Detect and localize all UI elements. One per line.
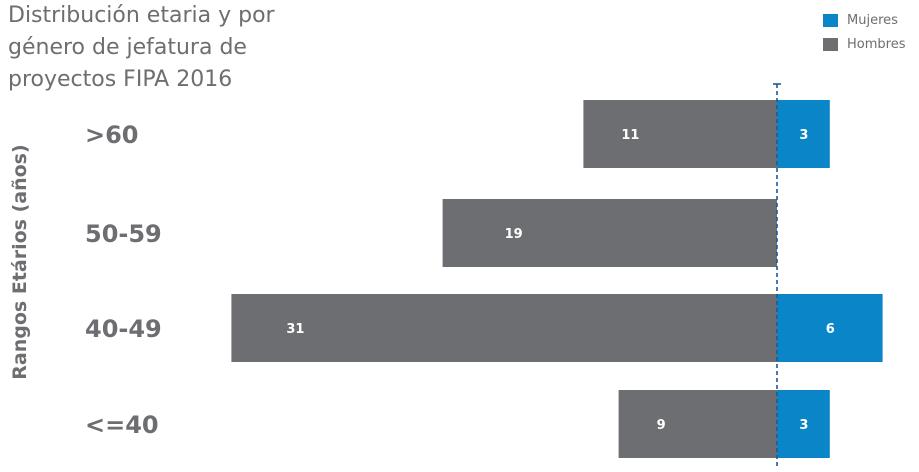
- legend-swatch-hombres: [823, 37, 838, 51]
- legend: Mujeres Hombres: [823, 8, 905, 56]
- title-line-1: Distribución etaria y por: [8, 3, 275, 28]
- bar-hombres-40-49: [231, 294, 777, 362]
- data-label-mujeres-40: 3: [799, 418, 808, 433]
- data-label-mujeres-40-49: 6: [826, 322, 835, 337]
- bar-hombres-60: [583, 100, 777, 168]
- bar-mujeres-60: [777, 100, 830, 168]
- bar-hombres-50-59: [442, 199, 777, 267]
- title-line-2: género de jefatura de: [8, 35, 247, 60]
- category-label-50-59: 50-59: [85, 220, 162, 248]
- legend-label-mujeres: Mujeres: [847, 12, 898, 28]
- bar-hombres-40: [618, 390, 777, 458]
- legend-item-mujeres: Mujeres: [823, 8, 905, 32]
- data-label-hombres-60: 11: [621, 128, 639, 143]
- data-label-hombres-50-59: 19: [505, 227, 523, 242]
- legend-item-hombres: Hombres: [823, 32, 905, 56]
- data-label-hombres-40-49: 31: [286, 322, 304, 337]
- bar-mujeres-40: [777, 390, 830, 458]
- chart-title: Distribución etaria y por género de jefa…: [8, 0, 338, 96]
- category-label-40: <=40: [85, 411, 159, 439]
- legend-swatch-mujeres: [823, 13, 838, 27]
- data-label-mujeres-60: 3: [799, 128, 808, 143]
- bar-mujeres-40-49: [777, 294, 883, 362]
- title-line-3: proyectos FIPA 2016: [8, 67, 233, 92]
- data-label-hombres-40: 9: [657, 418, 666, 433]
- legend-label-hombres: Hombres: [847, 36, 906, 52]
- category-label-60: >60: [85, 121, 139, 149]
- category-label-40-49: 40-49: [85, 315, 162, 343]
